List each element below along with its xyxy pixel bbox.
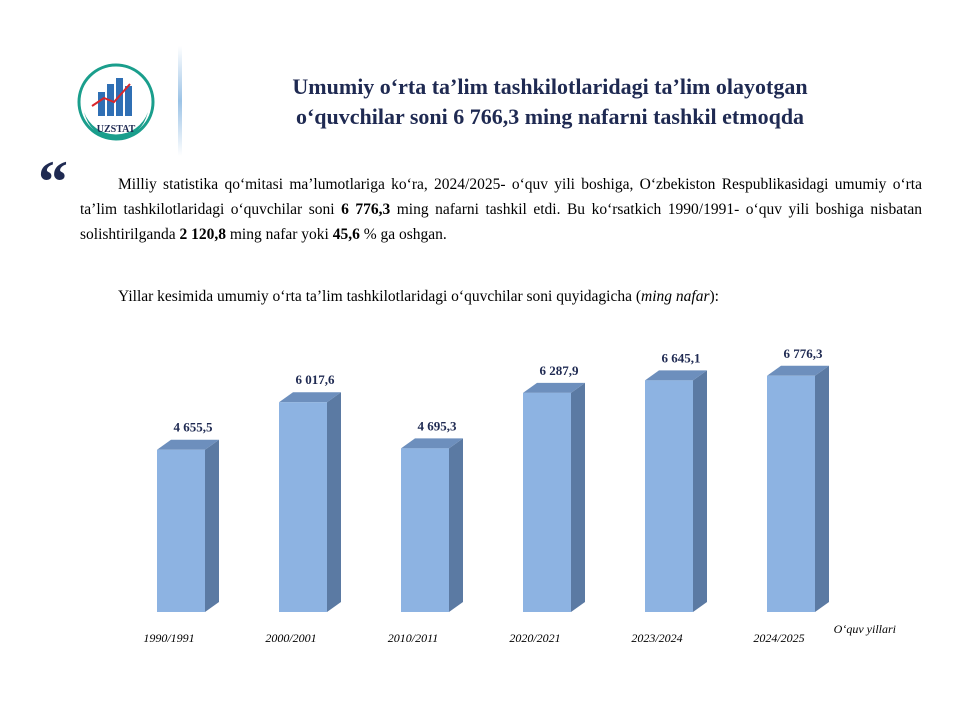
logo: UZSTAT — [77, 63, 155, 141]
x-tick-label: 2023/2024 — [631, 631, 682, 645]
paragraph: Milliy statistika qo‘mitasi ma’lumotlari… — [80, 172, 922, 247]
bar-top — [157, 439, 219, 450]
value-label: 6 287,9 — [540, 363, 580, 378]
bar-side — [449, 438, 463, 612]
bar-side — [327, 392, 341, 612]
unit: ming nafar — [641, 288, 710, 305]
bar — [645, 380, 693, 612]
x-tick-label: 2020/2021 — [509, 631, 560, 645]
bar — [767, 375, 815, 612]
bar — [401, 448, 449, 612]
value-label: 6 776,3 — [784, 346, 824, 361]
text: ): — [709, 288, 719, 305]
bar-side — [815, 365, 829, 612]
divider — [178, 46, 182, 156]
title-line: o‘quvchilar soni 6 766,3 ming nafarni ta… — [295, 104, 805, 129]
bar — [279, 402, 327, 612]
bar — [157, 449, 205, 612]
bar-side — [571, 382, 585, 612]
x-tick-label: 1990/1991 — [143, 631, 194, 645]
value-label: 6 645,1 — [662, 350, 701, 365]
text: ming nafarni tashkil etdi. Bu ko‘rsatkic… — [80, 201, 923, 243]
text: Yillar kesimida umumiy o‘rta ta’lim tash… — [118, 288, 642, 305]
x-tick-label: 2024/2025 — [753, 631, 804, 645]
logo-text: UZSTAT — [97, 124, 136, 135]
bar-side — [205, 439, 219, 612]
highlight: 2 120,8 — [179, 226, 226, 243]
bar-top — [279, 392, 341, 403]
title-line: Umumiy o‘rta ta’lim tashkilotlaridagi ta… — [292, 74, 808, 99]
x-tick-label: 2000/2001 — [265, 631, 316, 645]
highlight: 6 776,3 — [341, 201, 391, 218]
text: % ga oshgan. — [359, 226, 447, 243]
text: ming nafar yoki — [225, 226, 333, 243]
text: Milliy statistika qo‘mitasi ma’lumotlari… — [80, 176, 922, 218]
x-tick-label: 2010/2011 — [388, 631, 438, 645]
value-label: 6 017,6 — [296, 372, 336, 387]
intro: Yillar kesimida umumiy o‘rta ta’lim tash… — [118, 284, 719, 309]
quote-mark: “ — [38, 149, 68, 215]
value-label: 4 655,5 — [174, 420, 214, 435]
bar-top — [523, 382, 585, 393]
bar — [523, 392, 571, 612]
x-axis-label: O‘quv yillari — [834, 622, 896, 636]
title: Umumiy o‘rta ta’lim tashkilotlaridagi ta… — [200, 72, 900, 132]
highlight: 45,6 — [332, 226, 360, 243]
bar-top — [645, 370, 707, 381]
bar-side — [693, 370, 707, 612]
bar-top — [767, 365, 829, 376]
value-label: 4 695,3 — [418, 418, 458, 433]
bar-top — [401, 438, 463, 449]
